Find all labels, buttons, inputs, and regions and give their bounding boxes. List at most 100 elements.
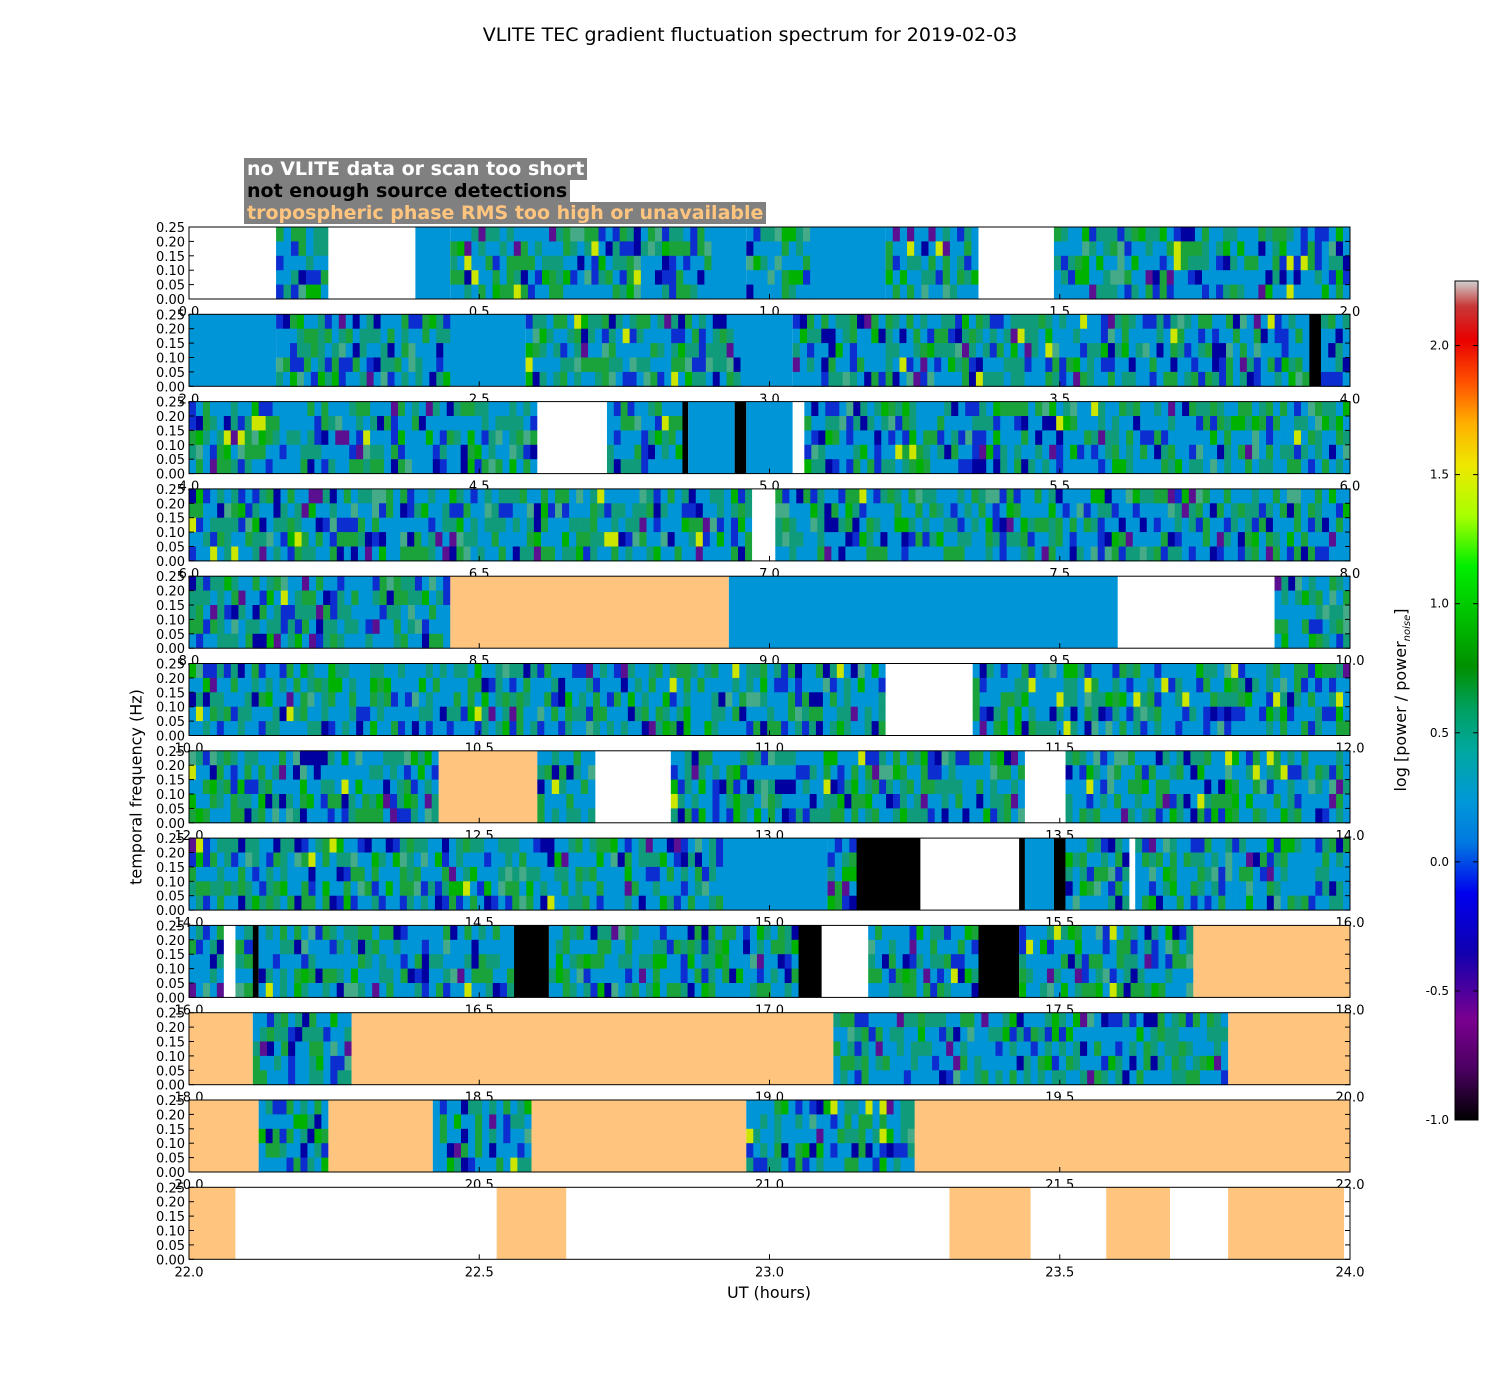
spectrum-cell — [519, 488, 528, 504]
spectrum-cell — [1335, 255, 1344, 271]
spectrum-cell — [681, 503, 690, 519]
spectrum-cell — [196, 633, 204, 649]
spectrum-cell — [906, 750, 915, 766]
spectrum-cell — [1055, 517, 1064, 533]
spectrum-cell — [962, 343, 970, 358]
spectrum-cell — [202, 706, 211, 722]
spectrum-cell — [1069, 517, 1078, 533]
spectrum-cell — [867, 459, 875, 474]
spectrum-cell — [1301, 765, 1309, 780]
spectrum-cell — [470, 488, 478, 504]
spectrum-cell — [1210, 401, 1218, 417]
spectrum-cell — [287, 517, 295, 533]
spectrum-cell — [726, 794, 734, 809]
spectrum-cell — [343, 532, 352, 547]
spectrum-cell — [941, 750, 949, 766]
spectrum-cell — [505, 895, 513, 911]
spectrum-cell — [1272, 503, 1281, 519]
spectrum-cell — [1329, 808, 1337, 824]
spectrum-cell — [811, 430, 819, 446]
spectrum-cell — [342, 401, 350, 417]
spectrum-cell — [357, 881, 366, 897]
spectrum-cell — [866, 488, 874, 504]
spectrum-cell — [690, 706, 698, 722]
spectrum-cell — [492, 241, 501, 257]
spectrum-cell — [1175, 444, 1183, 460]
spectrum-cell — [357, 838, 366, 853]
spectrum-cell — [308, 546, 317, 562]
spectrum-cell — [949, 241, 958, 257]
spectrum-cell — [1168, 677, 1176, 693]
spectrum-cell — [726, 779, 734, 795]
spectrum-cell — [293, 459, 301, 474]
spectrum-cell — [1110, 270, 1118, 285]
spectrum-cell — [843, 692, 852, 708]
spectrum-cell — [1131, 227, 1139, 242]
spectrum-cell — [516, 430, 524, 446]
spectrum-cell — [429, 590, 437, 606]
spectrum-cell — [647, 270, 656, 285]
spectrum-cell — [906, 314, 914, 330]
spectrum-cell — [547, 866, 555, 882]
spectrum-cell — [551, 721, 559, 736]
spectrum-cell — [909, 401, 917, 417]
spectrum-cell — [1017, 314, 1025, 330]
spectrum-cell — [1098, 444, 1106, 460]
spectrum-cell — [678, 314, 686, 330]
spectrum-cell — [317, 371, 326, 387]
noise-segment — [1320, 314, 1351, 387]
spectrum-cell — [828, 371, 836, 387]
spectrum-cell — [384, 692, 392, 708]
spectrum-cell — [655, 706, 664, 722]
spectrum-cell — [352, 328, 361, 344]
spectrum-cell — [217, 866, 225, 882]
spectrum-cell — [579, 692, 587, 708]
spectrum-cell — [371, 852, 380, 868]
spectrum-cell — [245, 576, 253, 591]
spectrum-cell — [1041, 517, 1050, 533]
spectrum-cell — [251, 444, 260, 460]
spectrum-cell — [857, 328, 865, 344]
spectrum-cell — [516, 459, 524, 474]
spectrum-cell — [470, 895, 478, 911]
spectrum-cell — [1210, 459, 1218, 474]
spectrum-cell — [1224, 706, 1232, 722]
spectrum-cell — [1251, 532, 1260, 547]
spectrum-cell — [407, 576, 416, 591]
spectrum-cell — [1307, 227, 1316, 242]
spectrum-cell — [634, 663, 643, 679]
spectrum-cell — [1038, 357, 1046, 373]
spectrum-cell — [968, 328, 977, 344]
spectrum-cell — [238, 605, 246, 620]
spectrum-cell — [612, 284, 621, 300]
spectrum-cell — [705, 343, 714, 358]
spectrum-cell — [209, 401, 218, 417]
spectrum-cell — [272, 692, 280, 708]
spectrum-cell — [1300, 241, 1309, 257]
spectrum-cell — [290, 328, 298, 344]
spectrum-cell — [189, 779, 197, 795]
spectrum-cell — [498, 838, 506, 853]
spectrum-cell — [704, 241, 712, 257]
spectrum-cell — [957, 227, 965, 242]
spectrum-cell — [1126, 401, 1134, 417]
spectrum-cell — [1177, 328, 1185, 344]
spectrum-cell — [654, 284, 663, 300]
spectrum-cell — [321, 721, 329, 736]
spectrum-cell — [746, 227, 754, 242]
spectrum-cell — [1024, 328, 1032, 344]
spectrum-cell — [1335, 357, 1344, 373]
spectrum-cell — [350, 503, 359, 519]
spectrum-cell — [1231, 721, 1239, 736]
spectrum-cell — [842, 343, 851, 358]
spectrum-cell — [704, 227, 712, 242]
spectrum-cell — [1049, 677, 1057, 693]
spectrum-cell — [941, 314, 949, 330]
spectrum-cell — [568, 881, 576, 897]
spectrum-cell — [407, 633, 416, 649]
spectrum-cell — [683, 241, 691, 257]
spectrum-cell — [1231, 430, 1239, 446]
spectrum-cell — [817, 517, 825, 533]
spectrum-cell — [1162, 750, 1171, 766]
spectrum-cell — [809, 808, 818, 824]
